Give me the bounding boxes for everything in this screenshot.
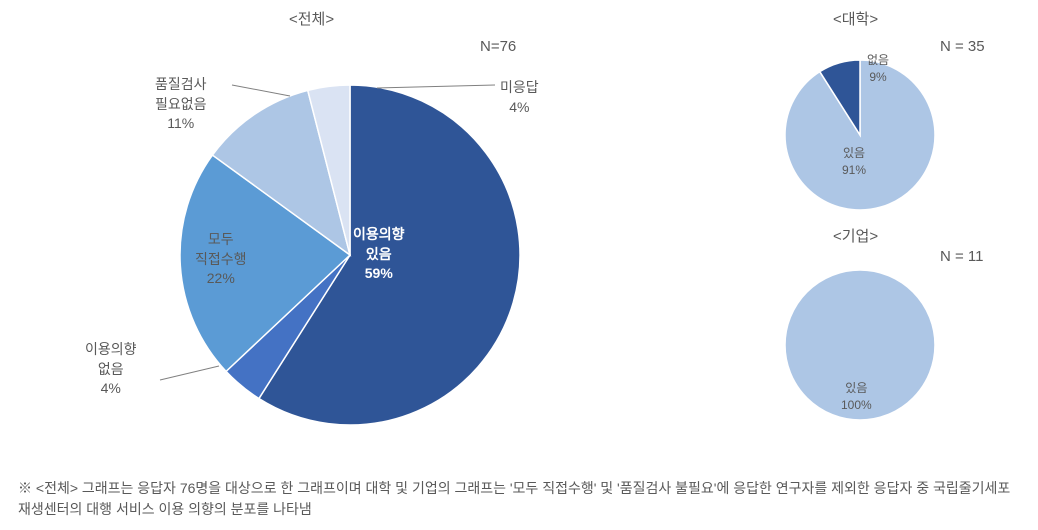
pie-slice-label: 미응답4% xyxy=(500,78,539,117)
pie-slice-label: 없음9% xyxy=(867,52,889,86)
footnote-text: ※ <전체> 그래프는 응답자 76명을 대상으로 한 그래프이며 대학 및 기… xyxy=(18,478,1020,520)
corp-chart-title: <기업> xyxy=(833,225,878,246)
univ-pie-chart xyxy=(781,56,939,214)
pie-slice-label: 있음100% xyxy=(841,380,872,414)
main-chart-title: <전체> xyxy=(289,8,334,29)
pie-slice-label: 이용의향있음59% xyxy=(353,225,405,284)
main-chart-n: N=76 xyxy=(480,38,516,55)
pie-slice-label: 품질검사필요없음11% xyxy=(155,75,207,134)
pie-slice-label: 있음91% xyxy=(842,145,866,179)
corp-chart-n: N = 11 xyxy=(940,248,984,265)
pie-slice-label: 이용의향없음4% xyxy=(85,340,137,399)
pie-slice-label: 모두직접수행22% xyxy=(195,230,247,289)
chart-container: <전체> N=76 <대학> N = 35 <기업> N = 11 이용의향있음… xyxy=(0,0,1038,530)
univ-chart-title: <대학> xyxy=(833,8,878,29)
univ-chart-n: N = 35 xyxy=(940,38,985,55)
